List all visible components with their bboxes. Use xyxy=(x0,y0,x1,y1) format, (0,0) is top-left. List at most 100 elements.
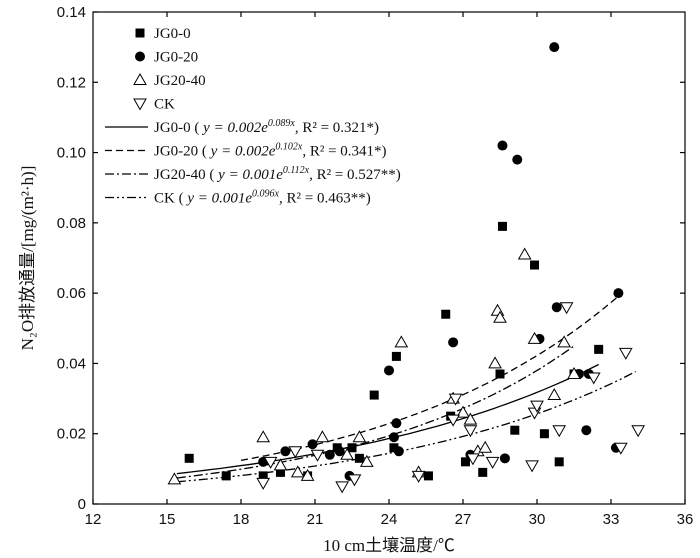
data-point xyxy=(393,446,404,457)
data-point xyxy=(307,439,318,450)
data-point xyxy=(586,372,601,385)
data-point xyxy=(423,471,433,481)
data-point xyxy=(618,347,633,360)
data-point xyxy=(441,309,451,319)
data-point xyxy=(552,425,567,438)
data-point xyxy=(497,221,507,231)
legend-marker-ck xyxy=(133,98,147,111)
legend: JG0-0 JG0-20 JG20-40 CK JG0-0 ( y = 0.002e0.… xyxy=(105,26,401,207)
data-point xyxy=(354,453,364,463)
legend-fit-label: JG20-40 ( y = 0.001e0.112x, R² = 0.527**… xyxy=(154,165,401,183)
data-point xyxy=(352,430,367,443)
data-point xyxy=(499,453,510,464)
y-tick-label: 0.06 xyxy=(57,285,86,302)
fit-lines xyxy=(176,295,636,483)
data-point xyxy=(463,412,478,425)
fit-line-ck xyxy=(176,371,636,483)
data-point xyxy=(495,369,505,379)
y-tick-label: 0.02 xyxy=(57,426,86,443)
y-tick-label: 0.12 xyxy=(57,74,86,91)
data-point xyxy=(256,430,271,443)
x-tick-label: 33 xyxy=(603,511,620,528)
axis-ticks xyxy=(92,11,686,505)
data-point xyxy=(554,457,564,467)
data-point xyxy=(310,449,325,462)
data-point xyxy=(530,400,544,413)
data-point xyxy=(335,481,349,494)
legend-label: JG0-0 xyxy=(154,26,191,42)
x-tick-label: 27 xyxy=(455,511,472,528)
y-tick-label: 0 xyxy=(78,496,86,513)
data-point xyxy=(448,393,463,406)
data-point xyxy=(631,425,645,438)
data-point xyxy=(581,425,592,436)
x-tick-label: 15 xyxy=(159,511,176,528)
data-point xyxy=(300,468,315,481)
data-point xyxy=(290,465,305,478)
data-point xyxy=(347,443,357,453)
data-point xyxy=(567,366,581,379)
data-point xyxy=(184,453,194,463)
data-point xyxy=(510,425,520,435)
data-point xyxy=(478,467,488,477)
data-point xyxy=(388,432,399,443)
x-tick-labels: 12 15 18 21 24 27 30 33 36 xyxy=(85,511,694,528)
legend-marker-jg20-40 xyxy=(133,72,147,85)
plot-area xyxy=(92,11,686,505)
x-tick-label: 24 xyxy=(381,511,398,528)
data-point xyxy=(488,356,502,369)
data-point xyxy=(497,140,508,151)
legend-marker-jg0-20 xyxy=(135,51,145,62)
data-point xyxy=(525,460,539,473)
data-point xyxy=(594,344,604,354)
data-point xyxy=(280,446,291,457)
data-point xyxy=(411,470,426,483)
data-point xyxy=(391,418,402,429)
legend-fit-label: CK ( y = 0.001e0.096x, R² = 0.463**) xyxy=(154,189,371,207)
data-point xyxy=(613,288,624,299)
y-axis-title: N₂O排放通量/[mg/(m²·h)] xyxy=(18,166,37,351)
fit-line-jg0-0 xyxy=(176,363,599,475)
data-point xyxy=(493,310,507,323)
data-markers xyxy=(167,42,645,494)
data-point xyxy=(448,337,459,348)
x-tick-label: 12 xyxy=(85,511,102,528)
data-point xyxy=(369,390,379,400)
data-point xyxy=(547,388,562,401)
x-tick-label: 21 xyxy=(307,511,324,528)
data-point xyxy=(275,467,285,477)
x-axis-title: 10 cm土壤温度/℃ xyxy=(323,535,455,555)
legend-fit-label: JG0-20 ( y = 0.002e0.102x, R² = 0.341*) xyxy=(154,142,387,160)
data-point xyxy=(551,302,562,313)
data-point xyxy=(512,154,523,165)
data-point xyxy=(527,331,542,344)
data-point xyxy=(324,449,335,460)
data-point xyxy=(347,474,362,487)
data-point xyxy=(391,351,401,361)
data-point xyxy=(460,457,470,467)
data-point xyxy=(221,471,231,481)
data-point xyxy=(334,446,345,457)
data-point xyxy=(466,453,480,466)
x-tick-label: 30 xyxy=(529,511,546,528)
data-point xyxy=(359,454,374,467)
data-point xyxy=(463,425,478,438)
x-tick-label: 18 xyxy=(233,511,250,528)
data-point xyxy=(614,442,628,455)
data-point xyxy=(456,405,470,418)
data-point xyxy=(559,302,574,315)
legend-label: JG0-20 xyxy=(154,50,198,66)
data-point xyxy=(389,443,399,453)
data-point xyxy=(539,429,549,439)
y-tick-label: 0.08 xyxy=(57,215,86,232)
data-point xyxy=(288,446,303,459)
legend-fit-label: JG0-0 ( y = 0.002e0.089x, R² = 0.321*) xyxy=(154,118,379,136)
y-tick-label: 0.14 xyxy=(57,4,86,21)
y-tick-label: 0.10 xyxy=(57,145,86,162)
data-point xyxy=(557,335,571,348)
data-point xyxy=(384,365,394,376)
data-point xyxy=(446,414,460,427)
series-ck xyxy=(256,302,645,494)
fit-line-jg20-40 xyxy=(176,345,575,479)
